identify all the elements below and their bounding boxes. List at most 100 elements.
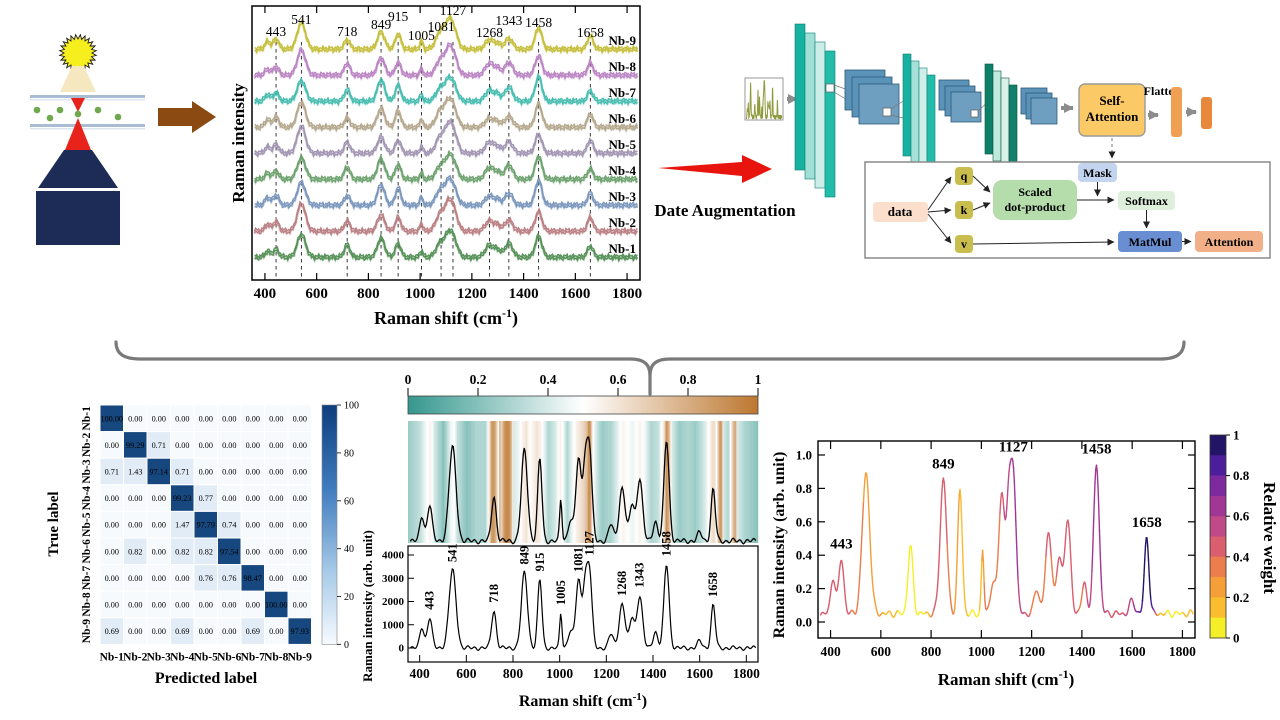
weighted-spectrum-segment [1191,611,1194,615]
matrix-cell-value: 0.00 [293,494,307,503]
heatmap-stripe [639,421,641,543]
heatmap-stripe [409,421,411,543]
weighted-spectrum-segment [936,577,939,590]
row-label: Nb-7 [81,566,93,591]
heatmap-stripe [539,421,542,543]
heatmap-stripe [559,421,562,543]
matrix-cell-value: 0.00 [128,414,142,423]
scaled-dot-product-label-1: Scaled [1018,185,1052,199]
weighted-spectrum-segment [856,597,859,606]
heatmap-stripe [518,421,521,543]
matrix-cell-value: 0.71 [175,468,189,477]
weighted-spectrum-segment [956,535,959,562]
heatmap-stripe [479,421,481,543]
colorbar-segment [1210,516,1226,537]
heatmap-stripe [646,421,648,543]
peak-label: 1005 [408,28,435,43]
heatmap-stripe [427,421,430,543]
weighted-spectrum-segment [1068,530,1071,545]
matrix-cell-value: 0.00 [246,494,260,503]
heatmap-stripe [682,421,684,543]
weighted-spectrum-segment [841,563,844,572]
weighted-spectrum-segment [910,545,913,553]
scale-tick-label: 0 [405,372,412,387]
heatmap-stripe [496,421,499,543]
matrix-cell-value: 0.00 [269,414,283,423]
weighted-spectrum-segment [1018,600,1022,609]
heatmap-stripe [516,421,518,543]
heatmap-stripe [464,421,466,543]
heatmap-stripe [478,421,480,543]
heatmap-stripe [587,421,590,543]
heatmap-stripe [493,421,495,543]
heatmap-stripe [675,421,677,543]
heatmap-stripe [691,421,693,543]
weighted-spectrum-segment [869,542,872,560]
weighted-spectrum-segment [873,595,876,602]
peak-label: 443 [266,24,287,39]
y-tick-label: 0.8 [796,481,813,496]
weighted-spectrum-segment [1055,568,1058,577]
heatmap-stripe [620,421,622,543]
weighted-spectrum-segment [1046,536,1049,546]
sample-particle [94,106,102,114]
matrix-cell-value: 97.14 [150,468,168,477]
weighted-spectrum-segment [911,550,914,563]
weighted-spectrum-segment [1147,559,1150,577]
matrix-cell-value: 0.71 [105,468,119,477]
weighted-spectrum-segment [962,562,965,584]
weighted-spectrum-segment [845,604,848,611]
heatmap-stripe [626,421,628,543]
spectra-x-axis-label: Raman shift (cm-1) [374,306,518,329]
matrix-cell-value: 0.00 [293,521,307,530]
laser-focus-top [71,98,85,112]
peak-label: 1127 [440,3,467,18]
weighted-spectrum-segment [957,511,960,537]
weighted-spectrum-segment [1098,506,1101,532]
y-tick-label: 2000 [382,596,405,608]
x-tick-label: 1800 [733,666,760,681]
weighted-spectrum-segment [907,562,910,576]
heatmap-stripe [635,421,637,543]
heatmap-stripe [703,421,705,543]
conv-stack-2 [902,53,936,178]
heatmap-stripe [733,421,735,543]
heatmap-stripe [615,421,618,543]
x-tick-label: 1200 [1018,644,1045,659]
weighted-spectrum-segment [947,573,951,587]
matrix-cell-value: 0.00 [175,574,189,583]
row-label: Nb-4 [81,486,93,511]
col-label: Nb-5 [194,651,219,663]
heatmap-stripe [739,421,741,543]
weighted-spectrum-segment [843,579,846,591]
heatmap-stripe [465,421,467,543]
y-tick-label: 4000 [382,550,405,562]
weighted-spectrum-segment [953,607,956,614]
peak-label: 1458 [1081,441,1111,457]
heatmap-stripe [649,421,651,543]
heatmap-stripe [436,421,438,543]
heatmap-stripe [574,421,577,543]
heatmap-stripe [653,421,655,543]
matrix-cell-value: 97.54 [220,547,238,556]
weighted-spectrum-segment [857,587,860,599]
heatmap-stripe [630,421,633,543]
heatmap-stripe [642,421,644,543]
matrix-cell-value: 0.00 [128,601,142,610]
heatmap-stripe [474,421,476,543]
heatmap-stripe [702,421,704,543]
weighted-spectrum-segment [1016,562,1019,581]
heatmap-stripe [459,421,461,543]
heatmap-stripe [553,421,556,543]
weighted-spectrum-segment [1067,522,1071,533]
weighted-spectrum-segment [1099,553,1102,575]
matrix-cell-value: 0.00 [246,521,260,530]
heatmap-stripe [490,421,493,543]
self-attention-label-2: Attention [1086,109,1139,124]
colorbar-segment [1210,617,1226,639]
heatmap-stripe [432,421,434,543]
heatmap-stripe [619,421,621,543]
output-vector-bar [1201,97,1212,129]
weighted-spectrum-segment [960,514,963,541]
heatmap-stripe [509,421,511,543]
